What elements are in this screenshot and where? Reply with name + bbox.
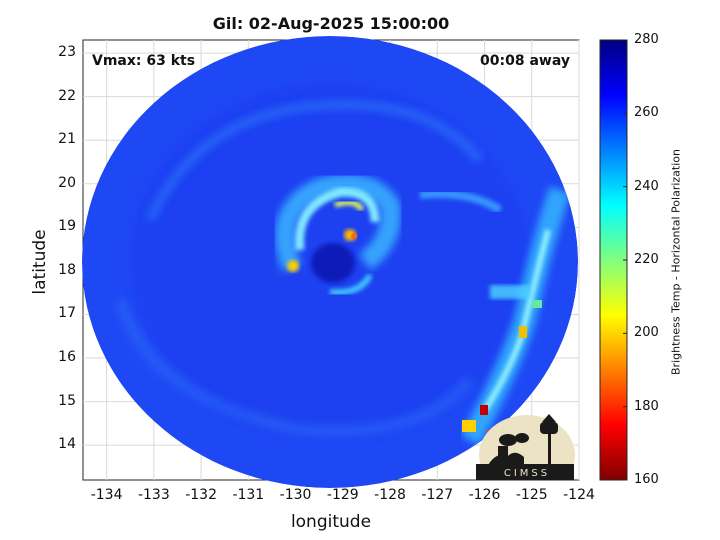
colorbar-tick-label: 280 <box>634 32 659 47</box>
y-tick-label: 16 <box>58 349 76 366</box>
x-tick-label: -125 <box>515 487 548 503</box>
time-offset-label: 00:08 away <box>480 53 570 69</box>
colorbar-tick-label: 220 <box>634 252 659 267</box>
y-tick-label: 18 <box>58 261 76 278</box>
logo-text: CIMSS <box>504 468 550 479</box>
x-tick-label: -133 <box>137 487 170 503</box>
y-axis-label: latitude <box>30 229 50 295</box>
cimss-logo: CIMSS <box>476 414 575 480</box>
colorbar-tick-label: 200 <box>634 325 659 341</box>
x-tick-label: -131 <box>232 487 265 503</box>
x-tick-label: -126 <box>468 487 501 503</box>
colorbar-label: Brightness Temp - Horizontal Polarizatio… <box>669 149 683 375</box>
colorbar <box>599 39 628 481</box>
x-tick-label: -127 <box>421 487 454 503</box>
y-tick-label: 15 <box>58 392 76 409</box>
y-tick-label: 17 <box>58 305 76 322</box>
y-tick-label: 14 <box>58 436 76 453</box>
y-tick-label: 20 <box>58 174 76 191</box>
colorbar-tick-label: 260 <box>634 105 659 121</box>
brightness-temp-swath <box>82 36 578 488</box>
x-tick-label: -128 <box>374 487 406 503</box>
y-tick-label: 19 <box>58 218 76 235</box>
colorbar-ticks <box>623 39 627 481</box>
y-tick-label: 21 <box>58 131 76 148</box>
x-tick-label: -132 <box>185 487 217 503</box>
y-tick-label: 23 <box>58 44 76 61</box>
colorbar-tick-label: 240 <box>634 178 659 194</box>
x-tick-label: -134 <box>90 487 123 503</box>
y-tick-label: 22 <box>58 87 76 104</box>
x-tick-label: -129 <box>326 487 359 503</box>
chart-title: Gil: 02-Aug-2025 15:00:00 <box>212 14 450 33</box>
x-tick-label: -124 <box>563 487 595 503</box>
colorbar-tick-label: 160 <box>634 472 659 487</box>
vmax-label: Vmax: 63 kts <box>92 53 196 69</box>
x-tick-label: -130 <box>279 487 312 503</box>
x-axis-label: longitude <box>290 512 372 532</box>
colorbar-tick-label: 180 <box>634 398 659 414</box>
